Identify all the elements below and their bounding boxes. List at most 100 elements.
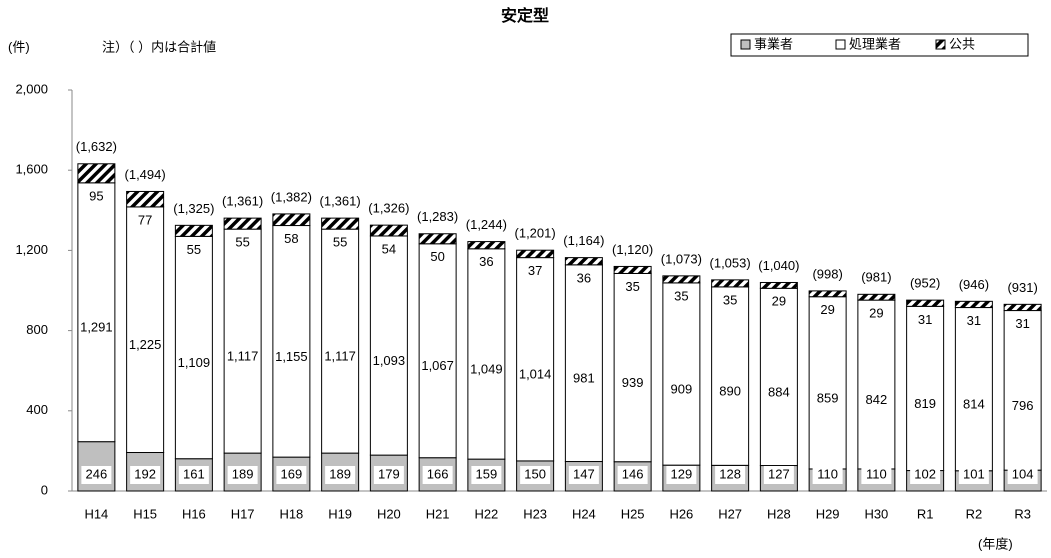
total-label: (1,632) xyxy=(76,139,117,154)
label-box xyxy=(471,466,502,484)
bar-segment xyxy=(564,257,603,266)
bar-segment xyxy=(272,225,311,458)
x-unit: (年度) xyxy=(978,536,1013,551)
value-label: 129 xyxy=(671,466,693,481)
value-label: 128 xyxy=(719,466,741,481)
value-label: 169 xyxy=(281,466,303,481)
y-tick-label: 0 xyxy=(41,482,48,497)
value-label: 1,117 xyxy=(324,349,356,364)
value-label: 55 xyxy=(333,235,347,250)
bar-segment xyxy=(174,224,213,237)
value-label: 110 xyxy=(817,466,838,481)
value-label: 29 xyxy=(772,294,786,309)
value-label: 842 xyxy=(866,392,888,407)
y-tick-label: 400 xyxy=(26,402,48,417)
legend-box xyxy=(730,33,1029,57)
bar-segment xyxy=(369,235,408,456)
total-label: (998) xyxy=(812,266,842,281)
label-box xyxy=(861,466,892,484)
bar-segment xyxy=(126,206,165,454)
value-label: 50 xyxy=(430,249,444,264)
x-tick-label: H17 xyxy=(231,506,255,521)
value-label: 814 xyxy=(963,397,985,412)
bar-segment xyxy=(467,248,506,460)
total-label: (1,361) xyxy=(222,194,263,209)
bar-segment xyxy=(662,282,701,466)
label-box xyxy=(1007,466,1038,484)
bar-segment xyxy=(369,224,408,237)
x-tick-label: H14 xyxy=(84,506,108,521)
bar-segment xyxy=(321,228,360,454)
value-label: 192 xyxy=(134,466,156,481)
value-label: 890 xyxy=(719,384,741,399)
value-label: 939 xyxy=(622,375,644,390)
value-label: 796 xyxy=(1012,398,1034,413)
value-label: 1,049 xyxy=(470,361,503,376)
x-tick-label: H24 xyxy=(572,506,596,521)
label-box xyxy=(373,466,404,484)
value-label: 150 xyxy=(524,466,546,481)
total-label: (931) xyxy=(1007,280,1037,295)
x-tick-label: H18 xyxy=(279,506,303,521)
x-tick-label: H28 xyxy=(767,506,791,521)
bar-segment xyxy=(662,275,701,284)
legend-marker xyxy=(740,39,751,50)
y-tick-label: 2,000 xyxy=(15,81,48,96)
total-label: (1,325) xyxy=(173,201,214,216)
label-box xyxy=(276,466,307,484)
value-label: 1,225 xyxy=(129,337,162,352)
value-label: 146 xyxy=(622,466,644,481)
value-label: 35 xyxy=(723,292,737,307)
value-label: 819 xyxy=(914,396,936,411)
chart-title: 安定型 xyxy=(501,6,549,25)
value-label: 77 xyxy=(138,212,152,227)
x-tick-label: H29 xyxy=(816,506,840,521)
bar-segment xyxy=(1003,303,1042,312)
bar-segment xyxy=(321,217,360,230)
bar-segment xyxy=(418,243,457,459)
x-tick-label: H23 xyxy=(523,506,547,521)
total-label: (1,382) xyxy=(271,189,312,204)
label-box xyxy=(325,466,356,484)
bar-segment xyxy=(77,163,116,184)
value-label: 884 xyxy=(768,384,790,399)
total-label: (952) xyxy=(910,276,940,291)
total-label: (1,040) xyxy=(758,258,799,273)
legend-label: 公共 xyxy=(949,36,975,51)
label-box xyxy=(910,466,941,484)
value-label: 189 xyxy=(329,466,351,481)
value-label: 1,117 xyxy=(227,349,259,364)
bar-segment xyxy=(711,286,750,466)
value-label: 1,155 xyxy=(275,349,308,364)
bar-segment xyxy=(954,307,993,472)
value-label: 1,093 xyxy=(373,353,406,368)
value-label: 110 xyxy=(866,466,887,481)
bar-segment xyxy=(759,281,798,289)
value-label: 31 xyxy=(1015,316,1029,331)
label-box xyxy=(520,466,551,484)
label-box xyxy=(422,466,453,484)
bar-segment xyxy=(77,182,116,443)
bar-segment xyxy=(516,249,555,259)
total-label: (1,361) xyxy=(320,194,361,209)
x-tick-label: H26 xyxy=(669,506,693,521)
value-label: 147 xyxy=(573,466,595,481)
x-tick-label: H19 xyxy=(328,506,352,521)
x-tick-label: H15 xyxy=(133,506,157,521)
total-label: (1,120) xyxy=(612,242,653,257)
bar-segment xyxy=(613,272,652,463)
value-label: 127 xyxy=(768,466,790,481)
total-label: (1,244) xyxy=(466,217,507,232)
label-box xyxy=(130,466,161,484)
bar-segment xyxy=(418,233,457,245)
total-label: (1,283) xyxy=(417,209,458,224)
value-label: 101 xyxy=(963,466,985,481)
label-box xyxy=(958,466,989,484)
x-tick-label: H20 xyxy=(377,506,401,521)
x-tick-label: R2 xyxy=(966,506,983,521)
bar-segment xyxy=(467,241,506,250)
value-label: 161 xyxy=(183,466,205,481)
value-label: 55 xyxy=(235,235,249,250)
bar-segment xyxy=(711,279,750,288)
